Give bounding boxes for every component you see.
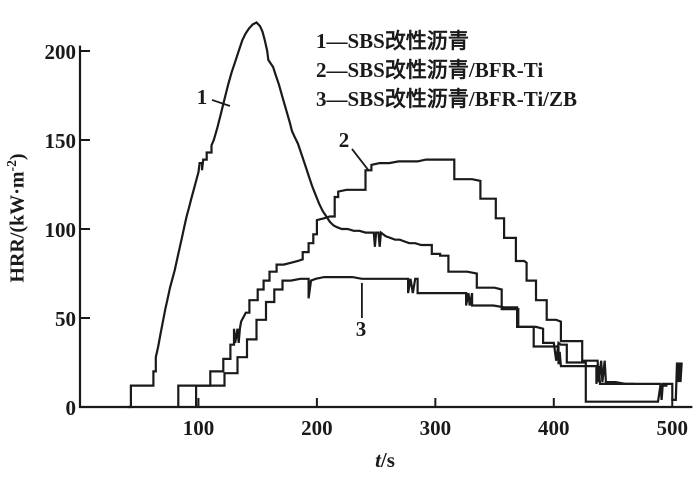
y-axis-title-text: HRR/(kW·m (6, 171, 29, 283)
y-axis-title: HRR/(kW·m-2) (4, 122, 34, 314)
legend-item-3: 3—SBS改性沥青/BFR-Ti/ZB (316, 87, 578, 111)
legend: 1—SBS改性沥青 2—SBS改性沥青/BFR-Ti 3—SBS改性沥青/BFR… (316, 27, 577, 114)
y-tick-label: 0 (65, 396, 77, 420)
y-tick-label: 100 (44, 218, 77, 242)
curve-label-3: 3 (355, 317, 367, 341)
leader-line-1 (211, 99, 231, 107)
legend-item-1: 1—SBS改性沥青 (316, 29, 469, 53)
x-tick-label: 100 (182, 416, 215, 440)
curve-1 (127, 21, 668, 409)
curve-label-1: 1 (196, 85, 208, 109)
y-tick-label: 50 (55, 307, 76, 331)
y-axis-title-close: ) (6, 153, 29, 161)
curve-label-2: 2 (338, 128, 350, 152)
x-axis-unit: /s (380, 448, 395, 472)
x-axis-variable: t (375, 448, 381, 472)
x-tick-label: 400 (538, 416, 570, 440)
leader-line-2 (351, 148, 370, 172)
y-tick-label: 200 (44, 40, 77, 64)
x-tick-label: 300 (419, 416, 452, 440)
x-tick-label: 200 (301, 416, 333, 440)
x-tick-label: 500 (656, 416, 689, 440)
y-axis-title-superscript: -2 (4, 160, 19, 172)
curve-2 (177, 158, 683, 407)
legend-item-2: 2—SBS改性沥青/BFR-Ti (316, 58, 544, 82)
curve-3 (195, 276, 635, 407)
y-tick-label: 150 (44, 129, 77, 153)
x-axis-title: t/s (345, 448, 425, 473)
series-lines (127, 21, 683, 409)
annotation-leader-lines (211, 99, 370, 318)
